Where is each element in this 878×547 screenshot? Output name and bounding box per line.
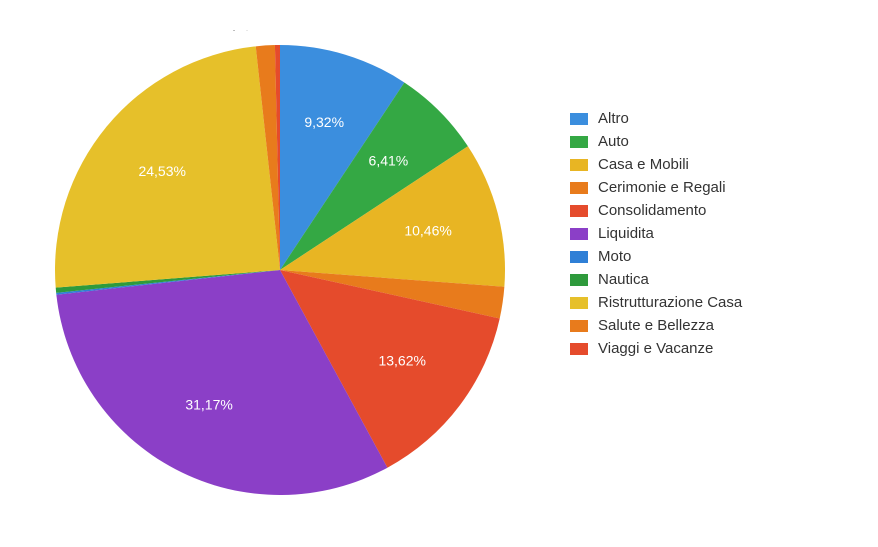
legend-label: Nautica [598,271,649,288]
legend-swatch [570,343,588,355]
legend-item: Liquidita [570,225,742,242]
legend-swatch [570,274,588,286]
legend-label: Altro [598,110,629,127]
legend-item: Salute e Bellezza [570,317,742,334]
legend: Altro Auto Casa e Mobili Cerimonie e Regali… [570,110,742,363]
legend-swatch [570,182,588,194]
legend-swatch [570,205,588,217]
pie-chart: 9,32%6,41%10,46%2,27%13,62%31,17%0,13%0,… [40,30,520,510]
legend-item: Moto [570,248,742,265]
legend-swatch [570,113,588,125]
legend-swatch [570,136,588,148]
legend-item: Cerimonie e Regali [570,179,742,196]
legend-item: Viaggi e Vacanze [570,340,742,357]
slice-label: 24,53% [138,163,185,179]
legend-item: Casa e Mobili [570,156,742,173]
slice-label: 13,62% [378,353,425,369]
legend-label: Cerimonie e Regali [598,179,726,196]
legend-swatch [570,297,588,309]
slice-label: 10,46% [404,222,451,238]
legend-label: Moto [598,248,631,265]
legend-label: Auto [598,133,629,150]
legend-label: Salute e Bellezza [598,317,714,334]
legend-item: Altro [570,110,742,127]
legend-swatch [570,228,588,240]
legend-label: Casa e Mobili [598,156,689,173]
legend-swatch [570,159,588,171]
slice-label: 6,41% [369,153,409,169]
legend-swatch [570,320,588,332]
legend-label: Viaggi e Vacanze [598,340,713,357]
legend-swatch [570,251,588,263]
legend-label: Consolidamento [598,202,706,219]
slice-label: 0,36% [237,30,277,32]
pie-svg: 9,32%6,41%10,46%2,27%13,62%31,17%0,13%0,… [40,30,520,510]
slice-label: 9,32% [304,114,344,130]
legend-item: Nautica [570,271,742,288]
slice-label: 31,17% [185,396,232,412]
legend-item: Ristrutturazione Casa [570,294,742,311]
legend-item: Auto [570,133,742,150]
legend-label: Liquidita [598,225,654,242]
legend-item: Consolidamento [570,202,742,219]
legend-label: Ristrutturazione Casa [598,294,742,311]
